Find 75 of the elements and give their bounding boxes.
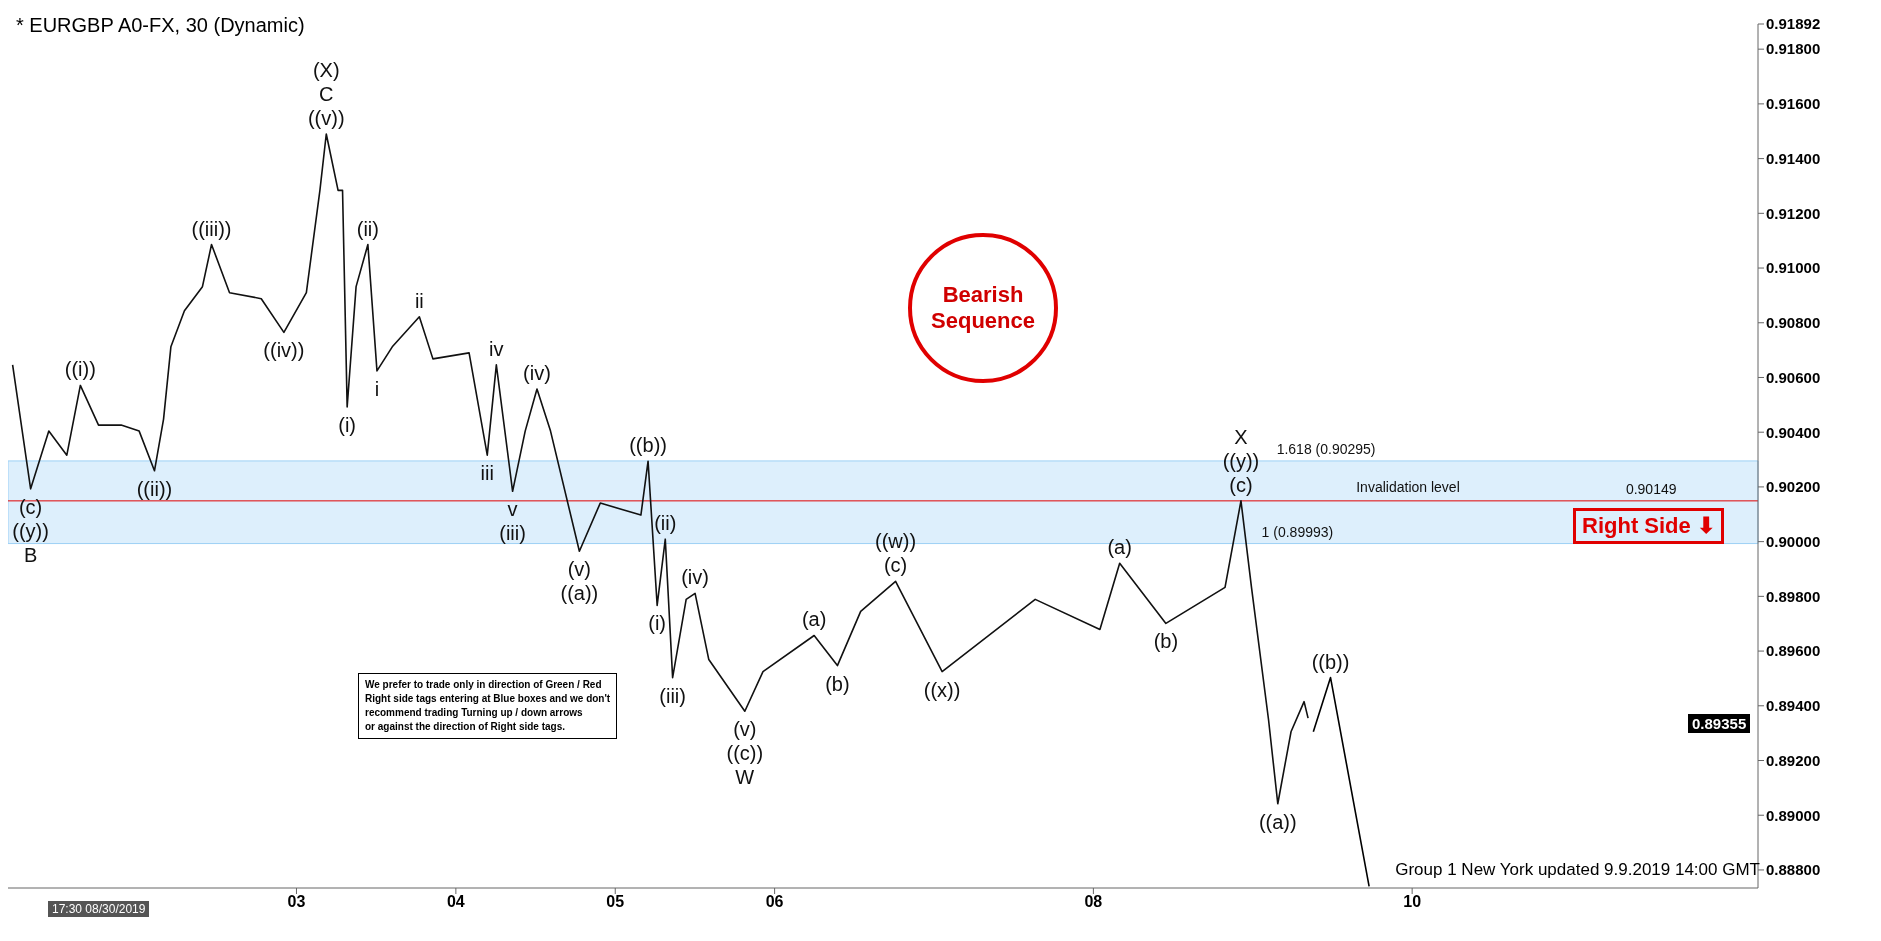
annotation: v	[507, 498, 518, 521]
y-tick-label: 0.89600	[1766, 642, 1821, 660]
annotation: ((ii))	[136, 477, 173, 500]
annotation: Bearish Sequence	[908, 233, 1058, 383]
annotation: 0.89355	[1688, 714, 1751, 733]
annotation: (ii)	[356, 217, 379, 240]
chart-title: * EURGBP A0-FX, 30 (Dynamic)	[16, 14, 305, 37]
annotation: ((b))	[629, 434, 667, 457]
annotation: X	[1234, 425, 1248, 448]
annotation: 1 (0.89993)	[1261, 523, 1334, 540]
annotation: ((y))	[1222, 449, 1260, 472]
annotation: ((w))	[875, 530, 917, 553]
annotation: We prefer to trade only in direction of Green / Red Right side tags entering at Blue boxes and we don't recommend trading Turning up / down arrows or against the direction of Right side tags.	[358, 673, 618, 739]
x-tick-label: 06	[765, 893, 784, 911]
y-tick-label: 0.89000	[1766, 806, 1821, 824]
y-tick-label: 0.89200	[1766, 751, 1821, 769]
annotation: ((a))	[1258, 810, 1297, 833]
y-tick-label: 0.91892	[1766, 15, 1821, 33]
annotation: ((c))	[726, 742, 764, 765]
annotation: Right Side ⬇	[1573, 508, 1724, 544]
annotation: W	[735, 766, 755, 789]
annotation: 0.90149	[1625, 480, 1677, 497]
annotation: ((y))	[12, 519, 49, 542]
annotation: (X)	[312, 58, 340, 81]
annotation: (c)	[18, 495, 43, 518]
annotation: ((x))	[923, 678, 961, 701]
ref-line-label: Invalidation level	[1356, 478, 1460, 495]
annotation: ((v))	[307, 106, 345, 129]
y-tick-label: 0.91600	[1766, 95, 1821, 113]
y-tick-label: 0.89400	[1766, 697, 1821, 715]
annotation: (b)	[825, 672, 850, 695]
x-tick-label: 04	[446, 893, 465, 911]
annotation: (c)	[883, 554, 908, 577]
annotation: (ii)	[654, 512, 677, 535]
annotation: (v)	[567, 558, 592, 581]
annotation: ((a))	[560, 582, 599, 605]
annotation: Group 1 New York updated 9.9.2019 14:00 GMT	[1395, 860, 1760, 880]
annotation: i	[374, 377, 380, 400]
annotation: iv	[489, 337, 504, 360]
annotation: (a)	[1107, 536, 1132, 559]
annotation: (iii)	[659, 684, 686, 707]
annotation: (i)	[648, 612, 667, 635]
annotation: iii	[480, 462, 494, 485]
annotation: ((iii))	[191, 217, 232, 240]
annotation: (v)	[733, 718, 757, 741]
annotation: B	[23, 543, 38, 566]
y-tick-label: 0.90000	[1766, 532, 1821, 550]
y-tick-label: 0.91400	[1766, 149, 1821, 167]
annotation: ((iv))	[263, 339, 305, 362]
y-tick-label: 0.91800	[1766, 40, 1821, 58]
annotation: (iii)	[499, 522, 526, 545]
annotation: (i)	[338, 414, 357, 437]
y-tick-label: 0.89800	[1766, 587, 1821, 605]
annotation: (a)	[801, 608, 827, 631]
y-tick-label: 0.90400	[1766, 423, 1821, 441]
annotation: C	[319, 82, 334, 105]
y-tick-label: 0.91200	[1766, 204, 1821, 222]
annotation: 1.618 (0.90295)	[1276, 440, 1376, 457]
annotation: (iv)	[523, 361, 551, 384]
y-tick-label: 0.91000	[1766, 259, 1821, 277]
annotation: ((b))	[1311, 650, 1350, 673]
text: 17:30 08/30/2019	[48, 901, 150, 917]
annotation: (iv)	[681, 566, 709, 589]
annotation: (b)	[1153, 630, 1179, 653]
x-tick-label: 05	[606, 893, 625, 911]
annotation: ((i))	[64, 358, 96, 381]
y-tick-label: 0.90600	[1766, 368, 1821, 386]
annotation: (c)	[1229, 473, 1253, 496]
y-tick-label: 0.88800	[1766, 861, 1821, 879]
x-tick-label: 08	[1084, 893, 1103, 911]
x-tick-label: 03	[287, 893, 306, 911]
y-tick-label: 0.90800	[1766, 314, 1821, 332]
x-tick-label: 10	[1403, 893, 1422, 911]
annotation: ii	[414, 289, 424, 312]
y-tick-label: 0.90200	[1766, 478, 1821, 496]
